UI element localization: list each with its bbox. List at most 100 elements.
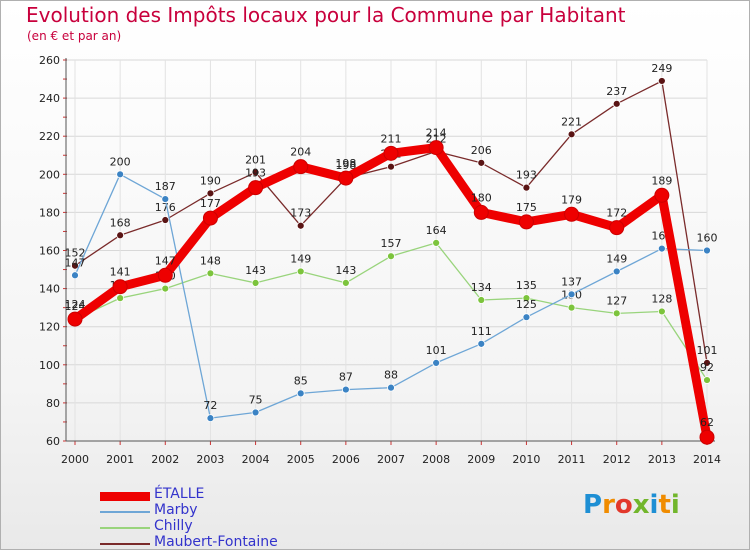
- data-point: [657, 244, 666, 253]
- data-label: 147: [65, 256, 86, 269]
- y-tick-label: 240: [39, 92, 60, 105]
- data-label: 87: [339, 371, 353, 384]
- data-point: [296, 389, 305, 398]
- data-label: 200: [110, 155, 131, 168]
- data-label: 101: [426, 344, 447, 357]
- data-label: 198: [335, 157, 356, 170]
- data-point: [522, 294, 531, 303]
- data-label: 164: [426, 224, 447, 237]
- data-point: [612, 99, 621, 108]
- data-point: [703, 246, 711, 255]
- x-tick-label: 2011: [558, 453, 586, 466]
- y-tick-label: 180: [39, 206, 60, 219]
- data-point: [654, 187, 670, 203]
- data-point: [202, 210, 218, 226]
- logo-letter: x: [632, 490, 650, 520]
- data-label: 101: [697, 344, 718, 357]
- legend-label: ÉTALLE: [154, 486, 205, 502]
- x-tick-label: 2009: [467, 453, 495, 466]
- legend-label: Maubert-Fontaine: [154, 534, 278, 550]
- x-tick-label: 2012: [603, 453, 631, 466]
- data-point: [296, 221, 305, 230]
- data-label: 141: [110, 266, 131, 279]
- data-label: 193: [245, 167, 266, 180]
- data-point: [383, 145, 399, 161]
- x-tick-label: 2002: [151, 453, 179, 466]
- data-label: 179: [561, 193, 582, 206]
- data-point: [699, 429, 715, 445]
- data-point: [567, 303, 576, 312]
- data-label: 147: [155, 254, 176, 267]
- x-tick-label: 2010: [512, 453, 540, 466]
- logo-letter: r: [602, 490, 615, 520]
- data-point: [612, 267, 621, 276]
- data-label: 175: [516, 201, 537, 214]
- data-label: 88: [384, 369, 398, 382]
- data-point: [657, 77, 666, 85]
- data-label: 127: [606, 294, 627, 307]
- y-tick-label: 140: [39, 283, 60, 296]
- y-tick-label: 160: [39, 245, 60, 258]
- y-tick-label: 260: [39, 54, 60, 67]
- data-point: [473, 204, 489, 220]
- data-point: [112, 279, 128, 295]
- data-label: 172: [606, 207, 627, 220]
- data-point: [567, 290, 576, 299]
- data-point: [657, 307, 666, 316]
- legend-swatch: [100, 543, 150, 545]
- data-point: [477, 296, 486, 304]
- data-label: 134: [471, 281, 492, 294]
- data-label: 111: [471, 325, 492, 338]
- data-point: [296, 267, 305, 276]
- data-label: 85: [294, 374, 308, 387]
- data-point: [293, 159, 309, 175]
- logo-letter: i: [670, 490, 680, 520]
- x-tick-label: 2014: [693, 453, 721, 466]
- legend-swatch: [100, 527, 150, 529]
- data-label: 149: [290, 252, 311, 265]
- data-point: [116, 231, 125, 240]
- logo-letter: o: [614, 490, 633, 520]
- data-point: [251, 168, 260, 177]
- data-point: [67, 311, 83, 327]
- x-tick-label: 2003: [196, 453, 224, 466]
- data-label: 211: [381, 132, 402, 145]
- data-label: 128: [651, 292, 672, 305]
- data-label: 75: [249, 393, 263, 406]
- data-label: 190: [200, 174, 221, 187]
- data-point: [567, 130, 576, 139]
- logo-letter: P: [583, 490, 603, 520]
- data-label: 180: [471, 191, 492, 204]
- y-tick-label: 100: [39, 359, 60, 372]
- data-point: [522, 313, 531, 322]
- legend-label: Chilly: [154, 518, 193, 534]
- data-point: [71, 261, 79, 270]
- x-tick-label: 2001: [106, 453, 134, 466]
- y-tick-label: 60: [46, 435, 60, 448]
- data-label: 176: [155, 201, 176, 214]
- data-label: 249: [651, 62, 672, 75]
- x-tick-label: 2007: [377, 453, 405, 466]
- data-label: 237: [606, 85, 627, 98]
- data-label: 124: [65, 298, 86, 311]
- data-label: 214: [426, 127, 447, 140]
- x-tick-label: 2000: [61, 453, 89, 466]
- data-label: 201: [245, 153, 266, 166]
- legend-swatch: [100, 492, 150, 501]
- data-point: [564, 206, 580, 222]
- data-point: [341, 385, 350, 394]
- data-point: [432, 238, 441, 247]
- data-point: [161, 195, 170, 203]
- data-label: 160: [697, 232, 718, 245]
- data-point: [206, 414, 215, 423]
- data-label: 204: [290, 146, 311, 159]
- data-label: 206: [471, 144, 492, 157]
- data-point: [703, 376, 711, 384]
- y-tick-label: 120: [39, 321, 60, 334]
- data-point: [338, 170, 354, 186]
- logo-letter: i: [649, 490, 659, 520]
- data-point: [432, 358, 441, 367]
- data-label: 157: [381, 237, 402, 250]
- data-label: 143: [335, 264, 356, 277]
